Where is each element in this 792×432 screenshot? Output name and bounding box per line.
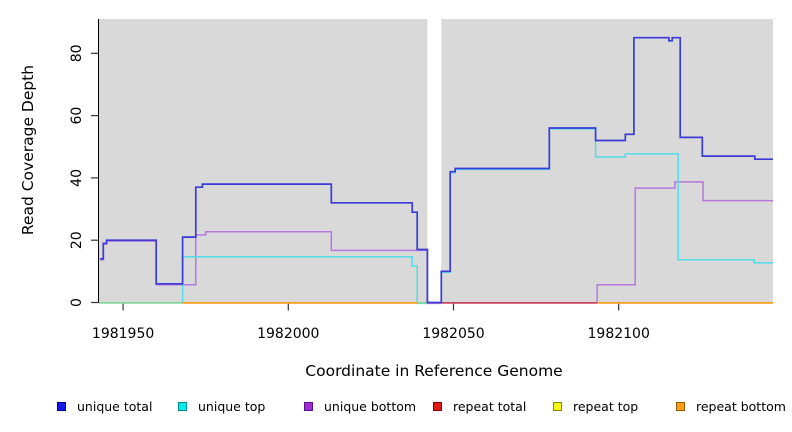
legend-label-repeat-top: repeat top	[573, 399, 639, 414]
legend-item-repeat-bottom: repeat bottom	[676, 400, 786, 413]
legend-item-repeat-total: repeat total	[433, 400, 526, 413]
y-tick-label: 40	[69, 169, 85, 187]
legend-item-unique-bottom: unique bottom	[304, 400, 416, 413]
legend-item-repeat-top: repeat top	[553, 400, 638, 413]
y-tick-label: 60	[69, 107, 85, 125]
legend-swatch-repeat-bottom	[676, 402, 685, 411]
legend-label-repeat-total: repeat total	[453, 399, 527, 414]
legend-swatch-repeat-total	[433, 402, 442, 411]
x-axis-label: Coordinate in Reference Genome	[305, 362, 562, 380]
legend-swatch-unique-bottom	[304, 402, 313, 411]
x-tick-label: 1982050	[422, 326, 484, 342]
legend-item-unique-total: unique total	[57, 400, 152, 413]
coverage-gap	[427, 19, 442, 302]
series-unique-bottom-line	[100, 230, 442, 305]
y-tick-label: 0	[69, 298, 85, 307]
y-tick-label: 20	[69, 231, 85, 249]
legend-swatch-unique-total	[57, 402, 66, 411]
legend-swatch-repeat-top	[553, 402, 562, 411]
x-tick-label: 1981950	[92, 326, 154, 342]
y-tick-label: 80	[69, 44, 85, 62]
legend-label-unique-top: unique top	[198, 399, 266, 414]
legend-label-unique-bottom: unique bottom	[324, 399, 417, 414]
series-unique-bottom-line	[596, 181, 773, 304]
series-unique-total-line	[100, 36, 773, 304]
legend-swatch-unique-top	[178, 402, 187, 411]
legend-label-unique-total: unique total	[77, 399, 153, 414]
x-tick-label: 1982100	[588, 326, 650, 342]
legend-item-unique-top: unique top	[178, 400, 265, 413]
legend-label-repeat-bottom: repeat bottom	[696, 399, 786, 414]
y-axis-label: Read Coverage Depth	[19, 65, 37, 235]
x-tick-label: 1982000	[257, 326, 319, 342]
